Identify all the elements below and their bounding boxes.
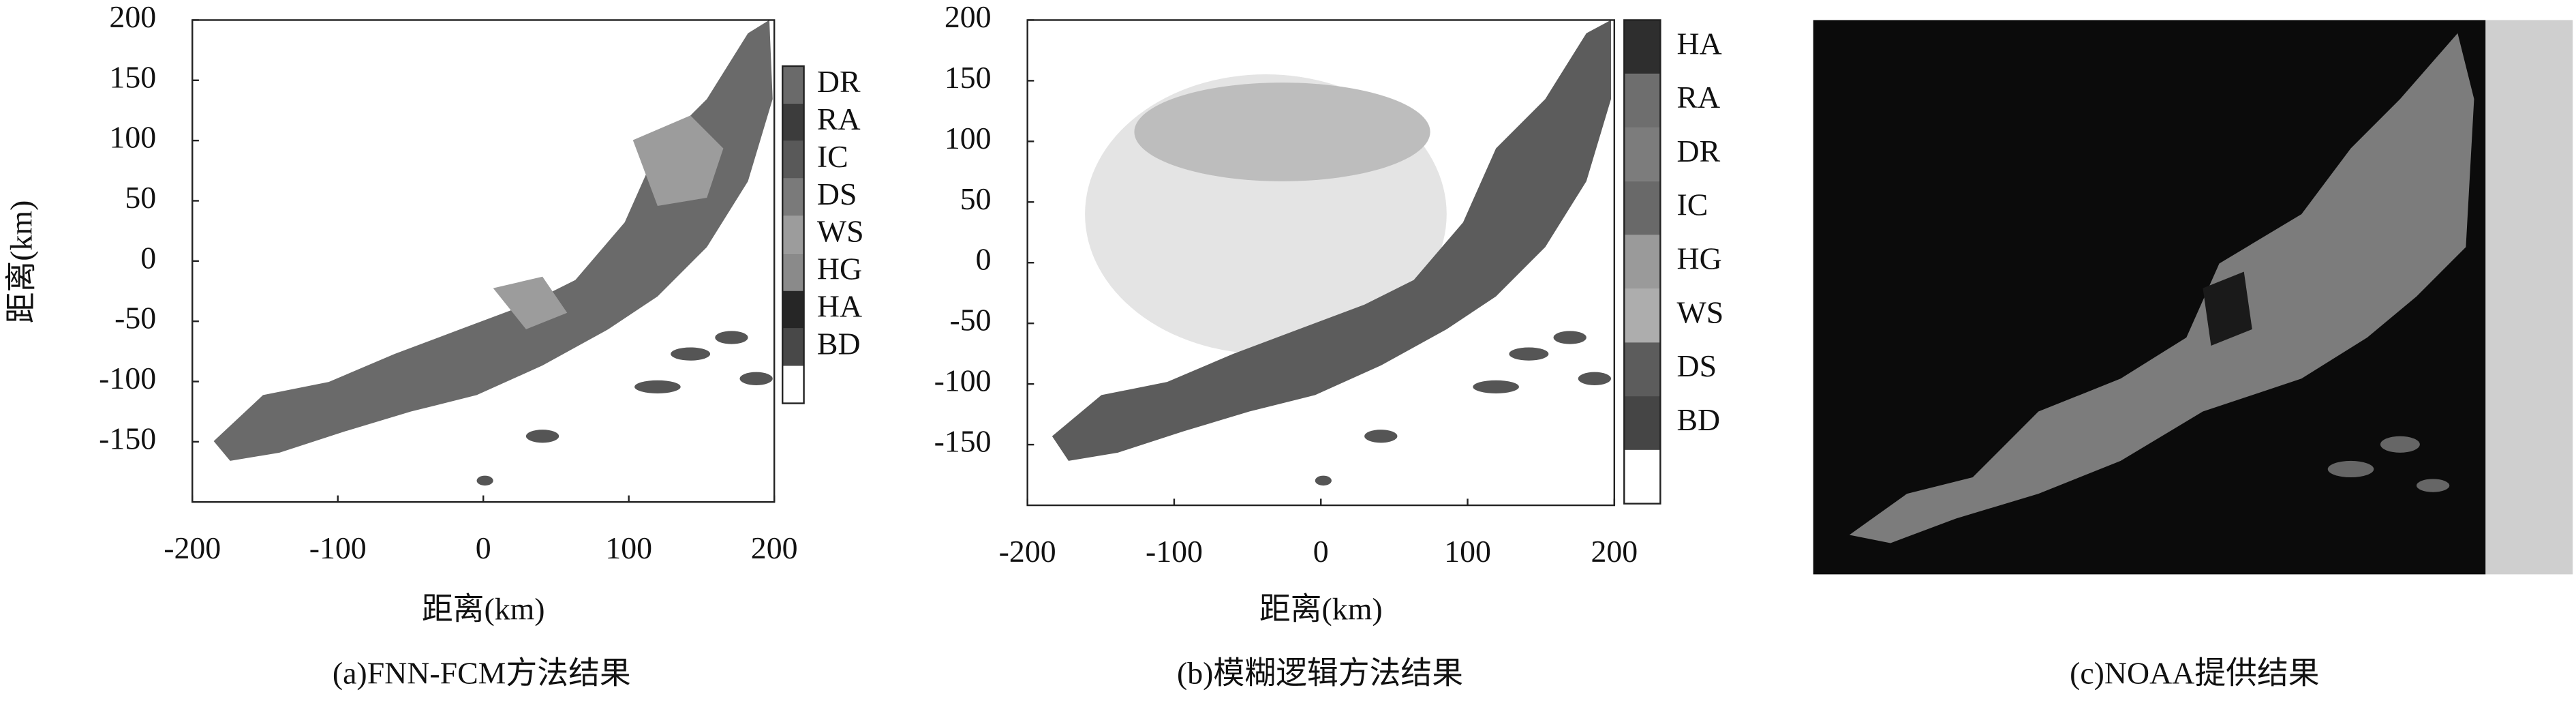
y-tick-label: 100 xyxy=(109,120,156,155)
x-axis-label: 距离(km) xyxy=(1259,591,1383,626)
y-axis-label: 距离(km) xyxy=(4,200,39,324)
legend-swatch xyxy=(782,290,804,329)
y-tick-label: 100 xyxy=(945,121,992,155)
legend-swatch xyxy=(782,253,804,291)
y-tick-label: 50 xyxy=(125,180,156,215)
colorbar-frame xyxy=(782,65,805,404)
x-tick-label: 100 xyxy=(1444,534,1491,569)
legend-label: WS xyxy=(1676,295,1723,329)
x-tick-label: 200 xyxy=(751,530,798,565)
y-tick-label: -150 xyxy=(934,424,992,459)
x-tick-label: 200 xyxy=(1591,534,1638,569)
legend-swatch xyxy=(782,178,804,216)
legend-label: RA xyxy=(1676,80,1720,115)
caption: (a)FNN-FCM方法结果 xyxy=(333,655,631,690)
legend-label: DS xyxy=(817,177,857,211)
legend-label: BD xyxy=(1676,402,1720,437)
legend-label: HG xyxy=(1676,241,1721,276)
legend-swatch xyxy=(1624,128,1661,181)
legend-label: DS xyxy=(1676,348,1717,383)
y-tick-label: 0 xyxy=(976,242,992,277)
x-tick-label: 100 xyxy=(605,530,652,565)
y-tick-label: 0 xyxy=(140,240,156,275)
y-tick-label: -100 xyxy=(934,363,992,398)
echo-a xyxy=(213,20,773,486)
legend-swatch xyxy=(1624,74,1661,128)
legend-swatch xyxy=(1624,342,1661,397)
legend-swatch xyxy=(782,65,804,104)
legend-label: WS xyxy=(817,214,864,249)
noaa-image xyxy=(1813,20,2573,575)
echo-b xyxy=(1052,20,1612,486)
legend-label: HG xyxy=(817,252,862,286)
y-tick-label: -100 xyxy=(99,361,156,395)
y-tick-label: 50 xyxy=(960,181,992,216)
x-tick-label: -100 xyxy=(309,530,367,565)
legend-swatch xyxy=(1624,20,1661,74)
y-tick-label: 150 xyxy=(945,60,992,95)
y-tick-label: 200 xyxy=(109,0,156,34)
legend-label: RA xyxy=(817,102,861,136)
x-tick-label: -100 xyxy=(1146,534,1203,569)
legend-label: IC xyxy=(817,139,848,174)
legend-label: DR xyxy=(1676,134,1720,168)
legend-swatch xyxy=(782,103,804,141)
legend-label: HA xyxy=(817,289,862,324)
legend-swatch xyxy=(782,140,804,179)
x-tick-label: 0 xyxy=(476,530,491,565)
x-tick-label: -200 xyxy=(999,534,1056,569)
y-tick-label: 200 xyxy=(945,0,992,34)
x-tick-label: -200 xyxy=(164,530,221,565)
y-tick-label: 150 xyxy=(109,59,156,94)
legend-swatch xyxy=(1624,181,1661,235)
y-tick-label: -50 xyxy=(114,301,156,335)
legend-label: DR xyxy=(817,64,861,99)
legend-swatch xyxy=(1624,396,1661,450)
legend-swatch xyxy=(1624,235,1661,289)
y-tick-label: -150 xyxy=(99,421,156,455)
colorbar-frame xyxy=(1623,19,1661,505)
legend-swatch xyxy=(782,215,804,254)
legend-label: HA xyxy=(1676,26,1721,61)
x-axis-label: 距离(km) xyxy=(422,591,545,626)
x-tick-label: 0 xyxy=(1313,534,1329,569)
legend-label: BD xyxy=(817,327,861,361)
legend-swatch xyxy=(782,328,804,366)
legend-label: IC xyxy=(1676,188,1708,222)
caption: (b)模糊逻辑方法结果 xyxy=(1177,655,1463,690)
legend-swatch xyxy=(1624,288,1661,343)
y-tick-label: -50 xyxy=(949,303,991,338)
caption: (c)NOAA提供结果 xyxy=(2070,655,2320,690)
